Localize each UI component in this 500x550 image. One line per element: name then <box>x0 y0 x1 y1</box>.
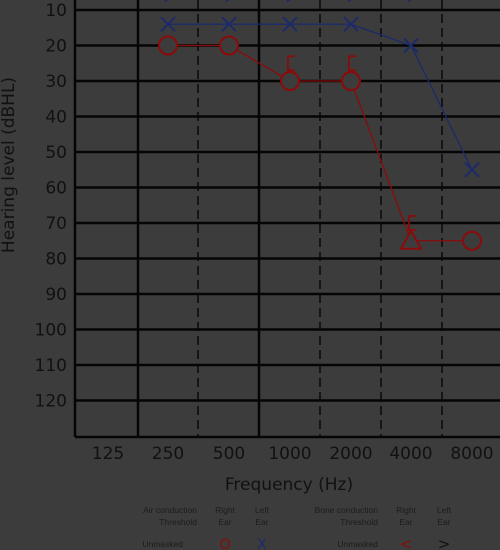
legend-air-title-2: Threshold <box>159 517 197 527</box>
bone-marker-right-1000 <box>287 55 295 72</box>
point-left-500 <box>221 16 237 32</box>
y-tick-100: 100 <box>35 321 67 341</box>
legend-air-left-1: Left <box>255 505 270 515</box>
point-right-500 <box>219 35 239 56</box>
legend-bone-title-1: Bone conduction <box>315 505 379 515</box>
y-tick-10: 10 <box>45 1 67 21</box>
legend-air-left-symbol: X <box>257 537 267 550</box>
point-left-8000 <box>464 162 480 178</box>
point-right-4000 <box>399 228 423 250</box>
bone-marker-left-2000 <box>347 0 352 3</box>
y-tick-20: 20 <box>45 37 67 57</box>
legend-air-right-symbol: O <box>219 537 230 550</box>
y-tick-50: 50 <box>45 143 67 163</box>
legend-bone-left-2: Ear <box>437 517 450 527</box>
y-tick-60: 60 <box>45 179 67 199</box>
point-left-250 <box>160 16 176 32</box>
y-tick-90: 90 <box>45 285 67 305</box>
x-tick-1000: 1000 <box>268 444 311 464</box>
legend-air-left-2: Ear <box>255 517 268 527</box>
point-right-250 <box>158 35 178 56</box>
legend-air-title-1: Air conduction <box>143 505 197 515</box>
legend-air-unmasked: Unmasked <box>142 539 183 549</box>
x-tick-500: 500 <box>213 444 245 464</box>
bone-marker-right-4000 <box>408 215 416 231</box>
legend-air-right-2: Ear <box>218 517 231 527</box>
legend-bone-right-1: Right <box>396 505 416 515</box>
legend-bone-right-2: Ear <box>399 517 412 527</box>
x-tick-2000: 2000 <box>329 444 372 464</box>
y-tick-80: 80 <box>45 250 67 270</box>
point-left-2000 <box>343 16 359 32</box>
x-axis-label: Frequency (Hz) <box>225 475 353 495</box>
point-left-1000 <box>282 16 298 32</box>
legend-air-right-1: Right <box>215 505 235 515</box>
legend-bone-right-symbol: < <box>400 535 413 550</box>
x-tick-labels: 125 250 500 1000 2000 4000 8000 <box>92 444 494 464</box>
bone-marker-left-500 <box>225 0 230 3</box>
point-right-1000 <box>280 71 300 91</box>
y-tick-labels: 10 20 30 40 50 60 70 80 90 100 110 120 <box>35 1 67 412</box>
bone-marker-left-4000 <box>407 0 412 3</box>
bone-marker-left-1000 <box>286 0 291 3</box>
series-layer <box>158 0 482 251</box>
y-tick-120: 120 <box>35 392 67 412</box>
legend-bone-title-2: Threshold <box>340 517 378 527</box>
series-line-left-ear <box>168 23 473 171</box>
point-right-2000 <box>341 71 361 91</box>
grid <box>73 0 500 439</box>
y-tick-70: 70 <box>45 214 67 234</box>
legend-bone-left-1: Left <box>437 505 452 515</box>
bone-marker-right-2000 <box>348 55 356 72</box>
x-tick-250: 250 <box>152 444 184 464</box>
y-axis-label: Hearing level (dBHL) <box>0 77 19 253</box>
y-tick-30: 30 <box>45 72 67 92</box>
y-tick-40: 40 <box>45 108 67 128</box>
x-tick-4000: 4000 <box>389 444 432 464</box>
point-left-4000 <box>403 37 419 54</box>
legend-bone-left-symbol: > <box>438 535 451 550</box>
y-tick-110: 110 <box>35 356 67 376</box>
legend: Air conduction Threshold Right Ear Left … <box>142 505 451 550</box>
point-right-8000 <box>462 230 482 251</box>
legend-bone-unmasked: Unmasked <box>337 539 378 549</box>
x-tick-8000: 8000 <box>450 444 493 464</box>
bone-marker-left-250 <box>164 0 169 3</box>
x-tick-125: 125 <box>92 444 124 464</box>
series-line-right-ear <box>168 44 472 242</box>
